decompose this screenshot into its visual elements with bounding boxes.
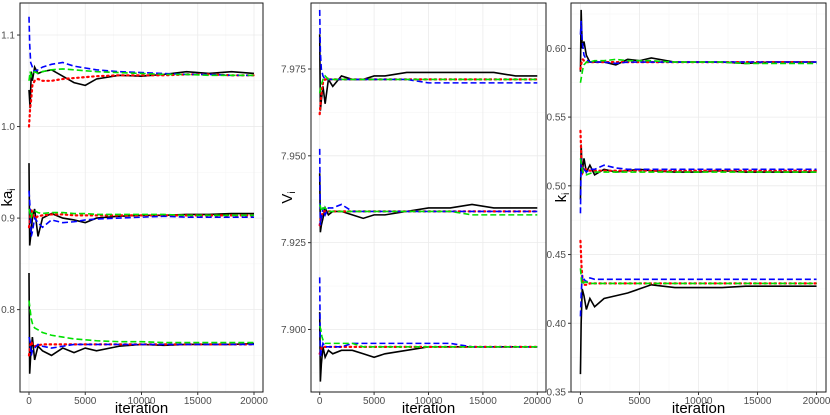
y-tick-label: 0.50 xyxy=(547,181,567,192)
chart-panel-1: 0.8 0.9 1.0 1.1 0 5000 10000 15000 20000 iteratio… xyxy=(0,2,268,415)
y-tick-label: 1.0 xyxy=(1,122,15,133)
series-line-group2-dashed-3 xyxy=(28,190,254,237)
series-line-group3-dashed-3 xyxy=(579,274,817,317)
y-axis-title-subscript: i xyxy=(287,191,298,193)
y-tick-label: 0.60 xyxy=(547,44,567,55)
y-axis-title: ki xyxy=(553,193,572,203)
x-tick-label: 0 xyxy=(26,396,32,407)
x-tick-label: 5000 xyxy=(628,396,651,407)
chart-panel-2: 7.900 7.925 7.950 7.975 0 5000 10000 15000 20000… xyxy=(279,2,552,415)
series-line-group1-dashed-3 xyxy=(579,20,817,65)
y-axis-title-subscript: i xyxy=(7,188,18,190)
x-tick-label: 5000 xyxy=(363,396,386,407)
series-line-group2-dashed-4 xyxy=(318,204,538,216)
y-tick-label: 1.1 xyxy=(1,31,15,42)
x-tick-label: 0 xyxy=(317,396,323,407)
x-tick-label: 20000 xyxy=(803,396,830,407)
series-line-group3-dashed-4 xyxy=(318,325,538,348)
x-axis-title: iteration xyxy=(672,400,725,415)
x-tick-label: 10000 xyxy=(415,396,443,407)
y-tick-label: 7.950 xyxy=(281,151,306,162)
y-tick-label: 7.975 xyxy=(281,64,306,75)
y-axis-title-main: V xyxy=(279,194,296,204)
series-line-group3-solid-1 xyxy=(579,283,817,375)
series-line-group2-dotted-2 xyxy=(27,208,256,229)
y-axis-title-main: k xyxy=(553,194,570,202)
x-tick-label: 20000 xyxy=(523,396,551,407)
y-axis-title: kai xyxy=(0,188,18,206)
series-line-group3-dashed-3 xyxy=(28,336,254,356)
series-line-group2-dashed-3 xyxy=(579,158,817,214)
series-line-group1-solid-1 xyxy=(28,64,255,109)
series-line-group2-solid-1 xyxy=(579,144,817,200)
y-tick-label: 7.925 xyxy=(281,238,306,249)
y-tick-label: 7.900 xyxy=(281,325,306,336)
x-tick-label: 20000 xyxy=(240,396,268,407)
series-line-group2-solid-1 xyxy=(318,173,538,233)
y-axis-title: Vi xyxy=(279,191,298,203)
series-line-group1-dashed-4 xyxy=(579,58,817,83)
y-tick-label: 0.55 xyxy=(547,113,567,124)
series-line-group3-dashed-4 xyxy=(28,300,254,344)
y-tick-label: 0.8 xyxy=(1,305,15,316)
y-tick-label: 0.9 xyxy=(1,214,15,225)
y-tick-label: 0.45 xyxy=(547,250,567,261)
x-tick-label: 15000 xyxy=(184,396,212,407)
x-tick-label: 15000 xyxy=(744,396,772,407)
series-line-group2-dashed-4 xyxy=(28,208,254,219)
x-tick-label: 10000 xyxy=(128,396,156,407)
x-tick-label: 0 xyxy=(578,396,584,407)
series-line-group1-dashed-4 xyxy=(28,68,254,81)
y-tick-label: 0.40 xyxy=(547,319,567,330)
y-tick-label: 0.35 xyxy=(547,388,567,399)
series-line-group1-dashed-4 xyxy=(318,74,538,94)
y-axis-title-subscript: i xyxy=(561,193,572,195)
y-axis-title-main: ka xyxy=(0,190,16,207)
x-axis-title: iteration xyxy=(402,400,455,415)
x-axis-title: iteration xyxy=(115,400,168,415)
x-tick-label: 5000 xyxy=(74,396,97,407)
chart-panel-3: 0.35 0.40 0.45 0.50 0.55 0.60 0 5000 10000 15000 2… xyxy=(547,2,830,415)
series-line-group3-dashed-4 xyxy=(579,268,817,287)
x-tick-label: 10000 xyxy=(685,396,713,407)
x-tick-label: 15000 xyxy=(469,396,497,407)
